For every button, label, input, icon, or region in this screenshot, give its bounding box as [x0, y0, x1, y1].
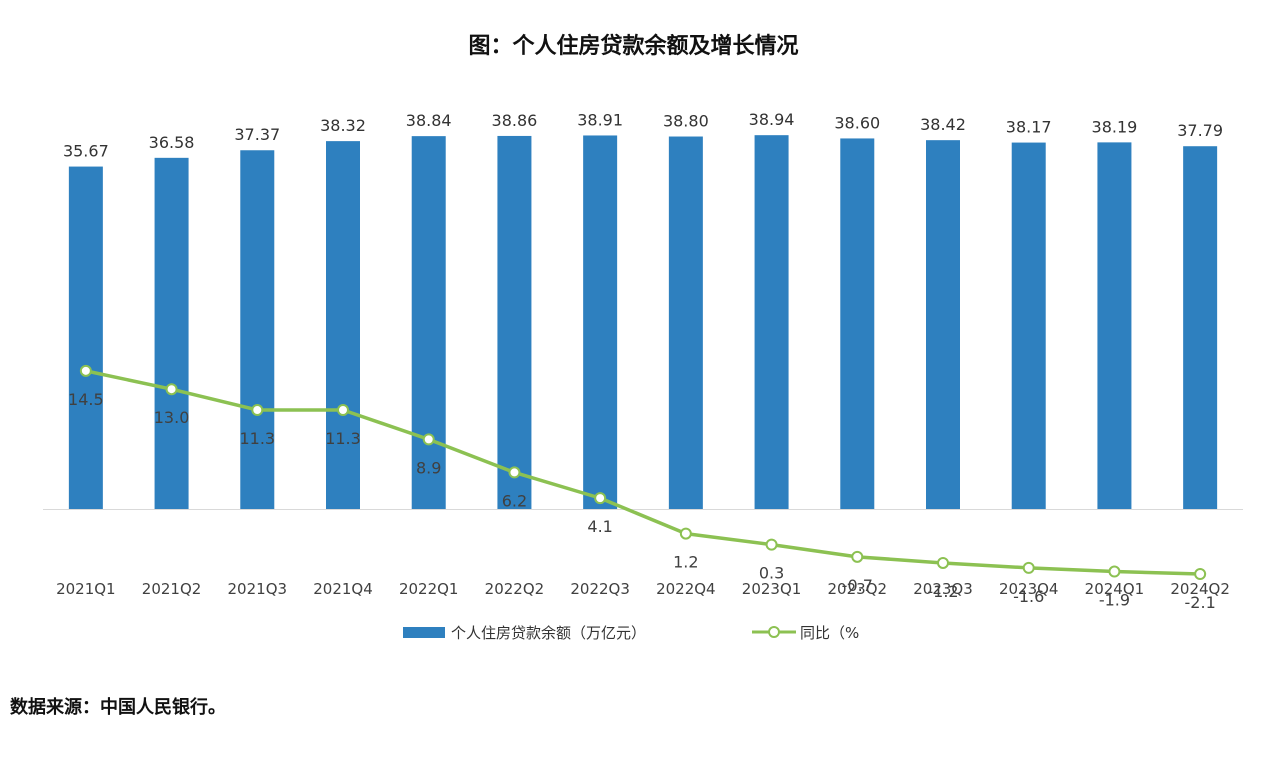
legend: 个人住房贷款余额（万亿元） 同比（% — [403, 624, 859, 642]
bar — [583, 135, 618, 510]
bar — [411, 136, 446, 510]
line-marker — [679, 527, 692, 540]
bar-value-label: 38.91 — [577, 110, 623, 129]
line-value-label: -2.1 — [1185, 593, 1216, 612]
bar-value-label: 36.58 — [149, 133, 195, 152]
bar — [1183, 146, 1218, 509]
bar — [1097, 142, 1132, 509]
line-value-label: -1.9 — [1099, 591, 1130, 610]
line-value-label: -0.7 — [842, 576, 873, 595]
bar — [68, 166, 103, 509]
x-tick-label: 2024Q2 — [1170, 580, 1230, 598]
data-source-note: 数据来源：中国人民银行。 — [10, 697, 226, 718]
bar-value-label: 38.19 — [1092, 117, 1138, 136]
bar — [668, 136, 703, 509]
legend-swatch-bar — [403, 627, 445, 638]
bar-value-label: 38.80 — [663, 112, 709, 131]
line-marker — [165, 383, 178, 396]
line-value-label: 14.5 — [68, 390, 104, 409]
bar-value-label: 38.42 — [920, 115, 966, 134]
line-value-label: 4.1 — [587, 517, 612, 536]
chart-area: 35.67 36.58 37.37 38.32 38.84 38.86 38.91 38.80… — [43, 110, 1243, 642]
bar — [154, 157, 189, 509]
line-value-label: 13.0 — [154, 408, 190, 427]
bar — [240, 150, 275, 510]
bar-value-label: 38.86 — [492, 111, 538, 130]
line-value-label: -1.2 — [927, 582, 958, 601]
bar — [840, 138, 875, 509]
x-axis-tick-labels: 2021Q1 2021Q2 2021Q3 2021Q4 2022Q1 2022Q2 2022… — [56, 580, 1230, 598]
x-tick-label: 2022Q1 — [399, 580, 459, 598]
line-series: 14.5 13.0 11.3 11.3 8.9 6.2 4.1 1.2 0.3 -0.7 -1.2 -… — [68, 364, 1216, 612]
line-path — [85, 369, 1201, 576]
bar-value-label: 38.60 — [834, 113, 880, 132]
bar-value-label: 38.32 — [320, 116, 366, 135]
x-tick-label: 2021Q1 — [56, 580, 116, 598]
bar — [754, 135, 789, 509]
bar-value-label: 35.67 — [63, 142, 109, 161]
line-marker — [594, 492, 607, 505]
bar — [326, 141, 360, 510]
x-tick-label: 2022Q4 — [656, 580, 716, 598]
bar-value-labels: 35.67 36.58 37.37 38.32 38.84 38.86 38.91 38.80… — [63, 110, 1223, 160]
bar — [926, 140, 960, 509]
bar-value-label: 38.94 — [749, 110, 795, 129]
bar-value-label: 37.79 — [1177, 121, 1223, 140]
line-value-label: 1.2 — [673, 553, 698, 572]
chart-title: 图：个人住房贷款余额及增长情况 — [468, 34, 799, 59]
bar-value-label: 38.17 — [1006, 118, 1052, 137]
x-tick-label: 2021Q2 — [142, 580, 202, 598]
line-marker — [1022, 561, 1035, 574]
line-value-label: 0.3 — [759, 564, 784, 583]
line-value-label: 6.2 — [502, 491, 527, 510]
line-marker — [422, 433, 435, 446]
line-marker — [337, 404, 349, 417]
line-marker — [251, 404, 264, 417]
x-tick-label: 2021Q3 — [228, 580, 288, 598]
line-marker — [1194, 567, 1207, 580]
bar — [497, 135, 532, 509]
x-tick-label: 2024Q1 — [1085, 580, 1145, 598]
x-tick-label: 2022Q2 — [485, 580, 545, 598]
line-marker — [1108, 565, 1121, 578]
line-marker — [765, 538, 778, 551]
x-tick-label: 2021Q4 — [313, 580, 373, 598]
bar-value-label: 38.84 — [406, 111, 452, 130]
line-value-label: 11.3 — [239, 429, 275, 448]
line-marker — [937, 556, 949, 569]
legend-label-bar: 个人住房贷款余额（万亿元） — [451, 624, 646, 642]
line-value-label: 8.9 — [416, 458, 441, 477]
x-tick-label: 2023Q2 — [828, 580, 888, 598]
bar-series — [68, 135, 1218, 510]
legend-swatch-marker — [768, 626, 780, 638]
line-marker — [851, 550, 864, 563]
x-tick-label: 2023Q1 — [742, 580, 802, 598]
line-value-label: 11.3 — [325, 429, 361, 448]
bar — [1011, 142, 1046, 509]
x-tick-label: 2023Q4 — [999, 580, 1059, 598]
line-marker — [79, 364, 92, 377]
x-tick-label: 2022Q3 — [570, 580, 630, 598]
x-tick-label: 2023Q3 — [913, 580, 973, 598]
line-value-label: -1.6 — [1013, 587, 1044, 606]
bar-value-label: 37.37 — [234, 125, 280, 144]
line-marker — [508, 466, 521, 479]
legend-label-line: 同比（% — [800, 624, 859, 642]
